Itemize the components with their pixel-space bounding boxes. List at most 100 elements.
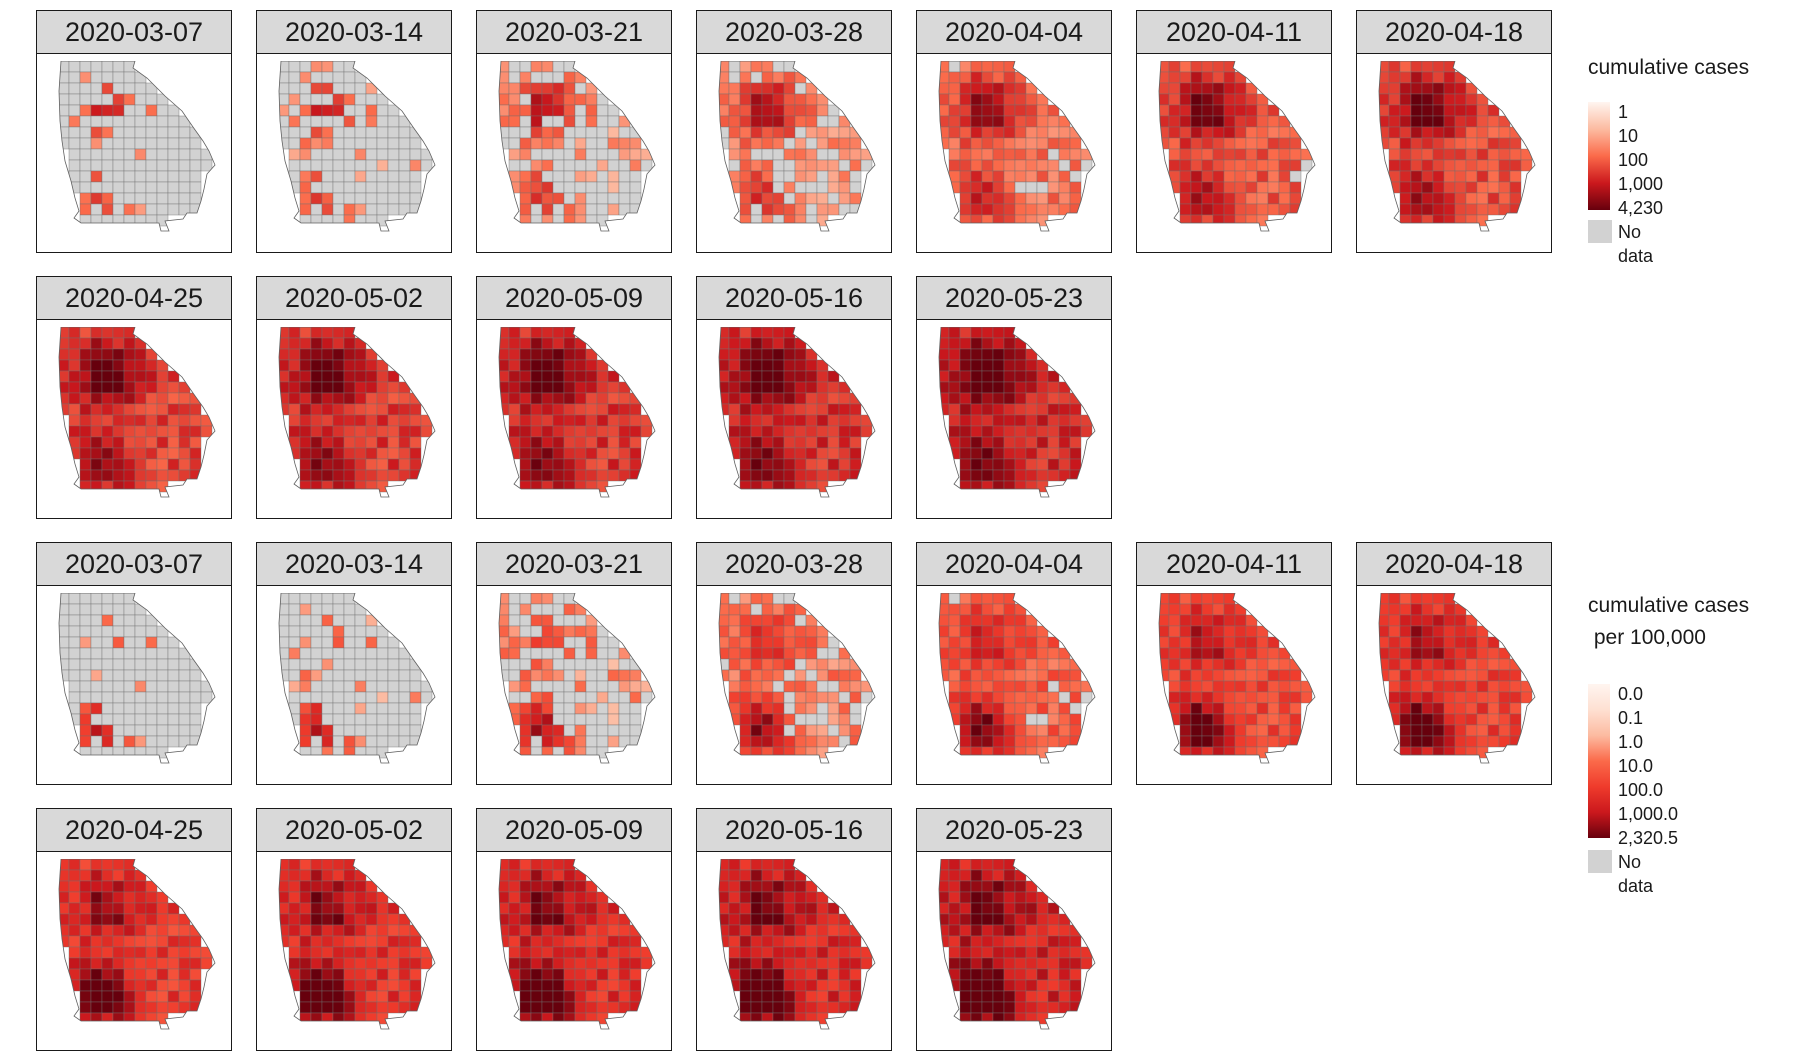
county-polygon [794,403,807,416]
county-polygon [1201,636,1214,649]
county-polygon [541,115,554,128]
county-polygon [1201,691,1214,704]
county-polygon [365,392,378,405]
county-polygon [948,71,961,84]
county-polygon [145,680,158,693]
county-polygon [981,713,994,726]
county-polygon [805,359,818,372]
county-polygon [354,359,367,372]
county-polygon [79,746,92,759]
county-polygon [1245,658,1258,671]
facet-strip-label: 2020-04-25 [37,277,231,320]
county-polygon [134,359,147,372]
county-polygon [79,126,92,139]
county-polygon [607,381,620,394]
county-polygon [101,1001,114,1014]
county-polygon [321,891,334,904]
county-polygon [939,403,950,416]
county-polygon [101,370,114,383]
county-polygon [761,115,774,128]
county-polygon [981,469,994,482]
facet-panel: 2020-04-11 [1136,10,1332,253]
county-polygon [596,93,609,106]
county-polygon [1212,603,1225,616]
county-polygon [970,691,983,704]
county-polygon [420,425,433,438]
county-polygon [343,669,356,682]
county-polygon [145,348,158,361]
county-polygon [1476,203,1489,216]
county-polygon [398,392,411,405]
county-polygon [1476,691,1489,704]
county-polygon [1036,170,1049,183]
county-polygon [90,669,103,682]
county-polygon [607,647,620,660]
county-polygon [783,746,796,759]
county-polygon [134,924,147,937]
county-polygon [530,669,543,682]
county-polygon [321,713,334,726]
county-polygon [563,392,576,405]
county-polygon [101,1012,114,1025]
county-polygon [1245,203,1258,216]
county-polygon [607,691,620,704]
county-polygon [948,880,961,893]
county-polygon [530,702,543,715]
county-polygon [970,214,983,227]
county-polygon [354,691,367,704]
county-polygon [123,104,136,117]
county-polygon [376,458,389,471]
county-polygon [112,614,125,627]
county-polygon [59,126,70,139]
county-polygon [1454,126,1467,139]
county-polygon [1476,148,1489,161]
county-polygon [354,724,367,737]
county-polygon [541,735,554,748]
county-polygon [1267,724,1280,737]
county-polygon [134,913,147,926]
county-polygon [343,924,356,937]
county-polygon [134,902,147,915]
county-polygon [783,1012,796,1025]
county-polygon [1014,181,1027,194]
county-polygon [618,946,631,959]
county-polygon [585,93,598,106]
county-polygon [1421,71,1434,84]
county-polygon [1036,946,1049,959]
county-polygon [519,859,532,871]
county-polygon [970,869,983,882]
county-polygon [838,990,851,1003]
county-polygon [970,593,983,605]
county-polygon [167,192,180,205]
county-polygon [178,957,191,970]
county-polygon [563,71,576,84]
county-polygon [1036,104,1049,117]
county-polygon [1003,1012,1016,1025]
county-polygon [992,924,1005,937]
county-polygon [563,115,576,128]
county-polygon [299,913,312,926]
county-polygon [1047,647,1060,660]
county-polygon [1399,71,1412,84]
county-polygon [794,880,807,893]
county-polygon [1465,203,1478,216]
county-polygon [761,603,774,616]
county-polygon [607,203,620,216]
county-polygon [970,859,983,871]
county-polygon [827,115,840,128]
county-polygon [739,891,752,904]
county-polygon [585,115,598,128]
county-polygon [321,148,334,161]
facet-strip-label: 2020-03-14 [257,543,451,586]
county-polygon [332,414,345,427]
county-polygon [585,469,598,482]
county-polygon [783,625,796,638]
county-polygon [783,946,796,959]
county-polygon [68,902,81,915]
county-polygon [365,636,378,649]
county-polygon [1421,137,1434,150]
county-polygon [816,359,829,372]
county-polygon [607,913,620,926]
county-polygon [1025,968,1038,981]
county-polygon [838,458,851,471]
